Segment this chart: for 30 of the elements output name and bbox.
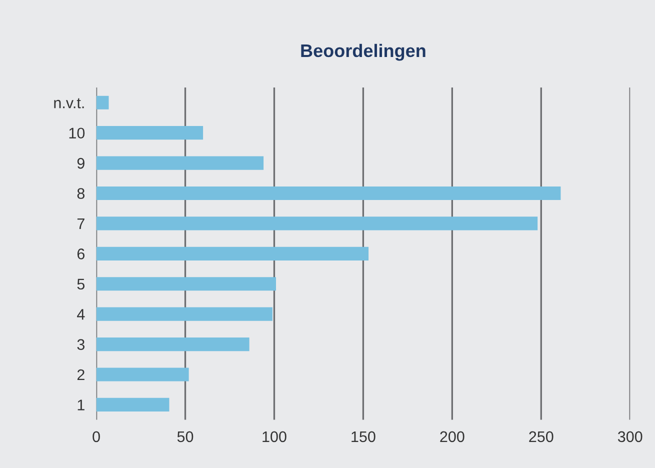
y-tick-label: 6 (77, 248, 85, 260)
y-tick-label: 5 (77, 278, 85, 290)
bar (96, 216, 538, 230)
y-tick-label: n.v.t. (54, 98, 84, 108)
y-tick-label: 3 (77, 339, 85, 350)
y-tick-label: 9 (77, 158, 84, 169)
x-tick-label: 0 (92, 431, 100, 442)
bar (96, 96, 109, 110)
bar (96, 186, 561, 200)
y-tick-label: 2 (77, 369, 84, 380)
x-tick-label: 250 (529, 431, 554, 442)
x-tick-label: 100 (262, 431, 286, 442)
bar (96, 337, 250, 352)
bar (96, 277, 276, 291)
x-tick-label: 150 (352, 431, 376, 442)
x-tick-label: 300 (618, 431, 642, 442)
bar (96, 126, 204, 140)
y-tick-label: 7 (77, 218, 84, 229)
y-tick-label: 1 (78, 400, 84, 410)
y-tick-label: 8 (77, 188, 85, 199)
x-tick-label: 50 (177, 431, 194, 442)
x-tick-label: 200 (440, 431, 464, 442)
chart-title: Beoordelingen (301, 44, 426, 61)
bar (96, 307, 272, 321)
bar (96, 368, 189, 382)
bar (96, 246, 369, 260)
bar (96, 156, 264, 170)
bar (96, 398, 170, 412)
y-tick-label: 4 (77, 309, 85, 320)
y-tick-label: 10 (69, 128, 85, 139)
